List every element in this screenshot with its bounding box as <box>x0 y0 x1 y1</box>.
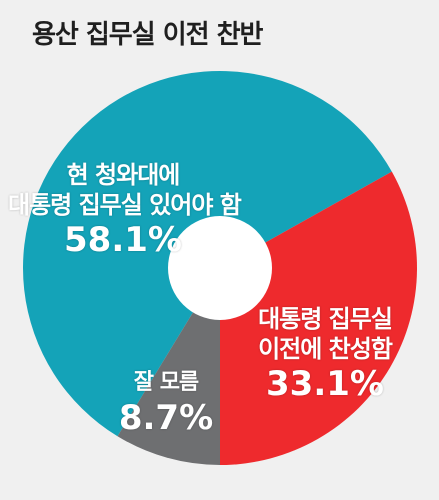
slice-category-line: 대통령 집무실 <box>258 305 393 333</box>
chart-title: 용산 집무실 이전 찬반 <box>32 20 263 50</box>
slice-category-line: 현 청와대에 <box>66 161 181 189</box>
slice-category-line: 이전에 찬성함 <box>258 335 393 363</box>
slice-category-line: 대통령 집무실 있어야 함 <box>8 191 242 219</box>
slice-value-label: 33.1% <box>266 364 384 404</box>
slice-category-line: 잘 모름 <box>133 370 199 395</box>
slice-dont-know <box>117 268 220 465</box>
slice-support-relocation <box>220 171 417 465</box>
slice-label-dont-know: 잘 모름 8.7% <box>96 368 236 438</box>
donut-hole <box>168 216 272 320</box>
slice-label-stay-in-cheongwadae: 현 청와대에 대통령 집무실 있어야 함 58.1% <box>8 160 242 260</box>
slice-value-label: 58.1% <box>64 220 182 260</box>
slice-label-support-relocation: 대통령 집무실 이전에 찬성함 33.1% <box>240 304 410 404</box>
slice-value-label: 8.7% <box>118 398 214 438</box>
